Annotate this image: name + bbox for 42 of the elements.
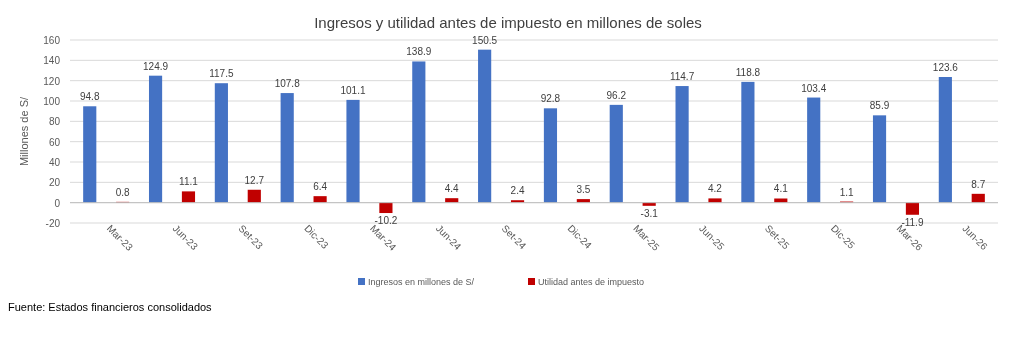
y-tick-label: 140 <box>43 55 61 67</box>
data-label: 6.4 <box>313 181 328 193</box>
y-tick-label: 100 <box>43 96 61 107</box>
data-label: 11.1 <box>179 176 199 188</box>
data-label: 92.8 <box>540 93 561 105</box>
data-label: 138.9 <box>406 46 432 58</box>
y-tick-label: 60 <box>48 136 61 148</box>
data-label: 124.9 <box>143 60 169 72</box>
y-tick-label: 40 <box>48 157 61 168</box>
data-label: 107.8 <box>274 78 301 90</box>
data-label: 3.5 <box>576 184 591 196</box>
legend-label: Ingresos en millones de S/ <box>368 277 475 287</box>
data-label: 150.5 <box>472 34 498 46</box>
y-tick-label: 80 <box>48 116 61 128</box>
chart-title: Ingresos y utilidad antes de impuesto en millones de soles <box>314 14 702 31</box>
data-label: 4.4 <box>444 183 460 195</box>
data-label: 94.8 <box>80 91 100 103</box>
data-label: 4.2 <box>708 183 723 195</box>
data-label: 8.7 <box>971 178 986 190</box>
data-label: 0.8 <box>115 186 131 198</box>
data-label: 114.7 <box>669 71 695 83</box>
data-label: -3.1 <box>640 207 659 219</box>
source-note: Fuente: Estados financieros consolidados <box>8 301 213 313</box>
y-tick-label: 160 <box>43 35 61 46</box>
data-label: 12.7 <box>244 174 265 186</box>
data-label: -11.9 <box>901 216 924 228</box>
y-axis-title: Millones de S/ <box>18 96 30 167</box>
data-label: 4.1 <box>773 183 789 195</box>
data-label: 2.4 <box>510 185 525 197</box>
y-tick-label: 20 <box>48 177 61 189</box>
data-label: 96.2 <box>606 89 627 101</box>
y-tick-label: 0 <box>54 197 61 209</box>
data-label: 103.4 <box>801 82 827 94</box>
data-label: 123.6 <box>932 62 959 74</box>
data-label: 117.5 <box>209 68 234 80</box>
legend-label: Utilidad antes de impuesto <box>538 277 645 287</box>
data-label: 118.8 <box>735 66 761 78</box>
data-label: 101.1 <box>340 84 366 96</box>
y-tick-label: -20 <box>45 218 61 229</box>
y-tick-label: 120 <box>43 75 61 87</box>
data-label: 85.9 <box>869 100 890 112</box>
data-label: 1.1 <box>839 186 855 198</box>
